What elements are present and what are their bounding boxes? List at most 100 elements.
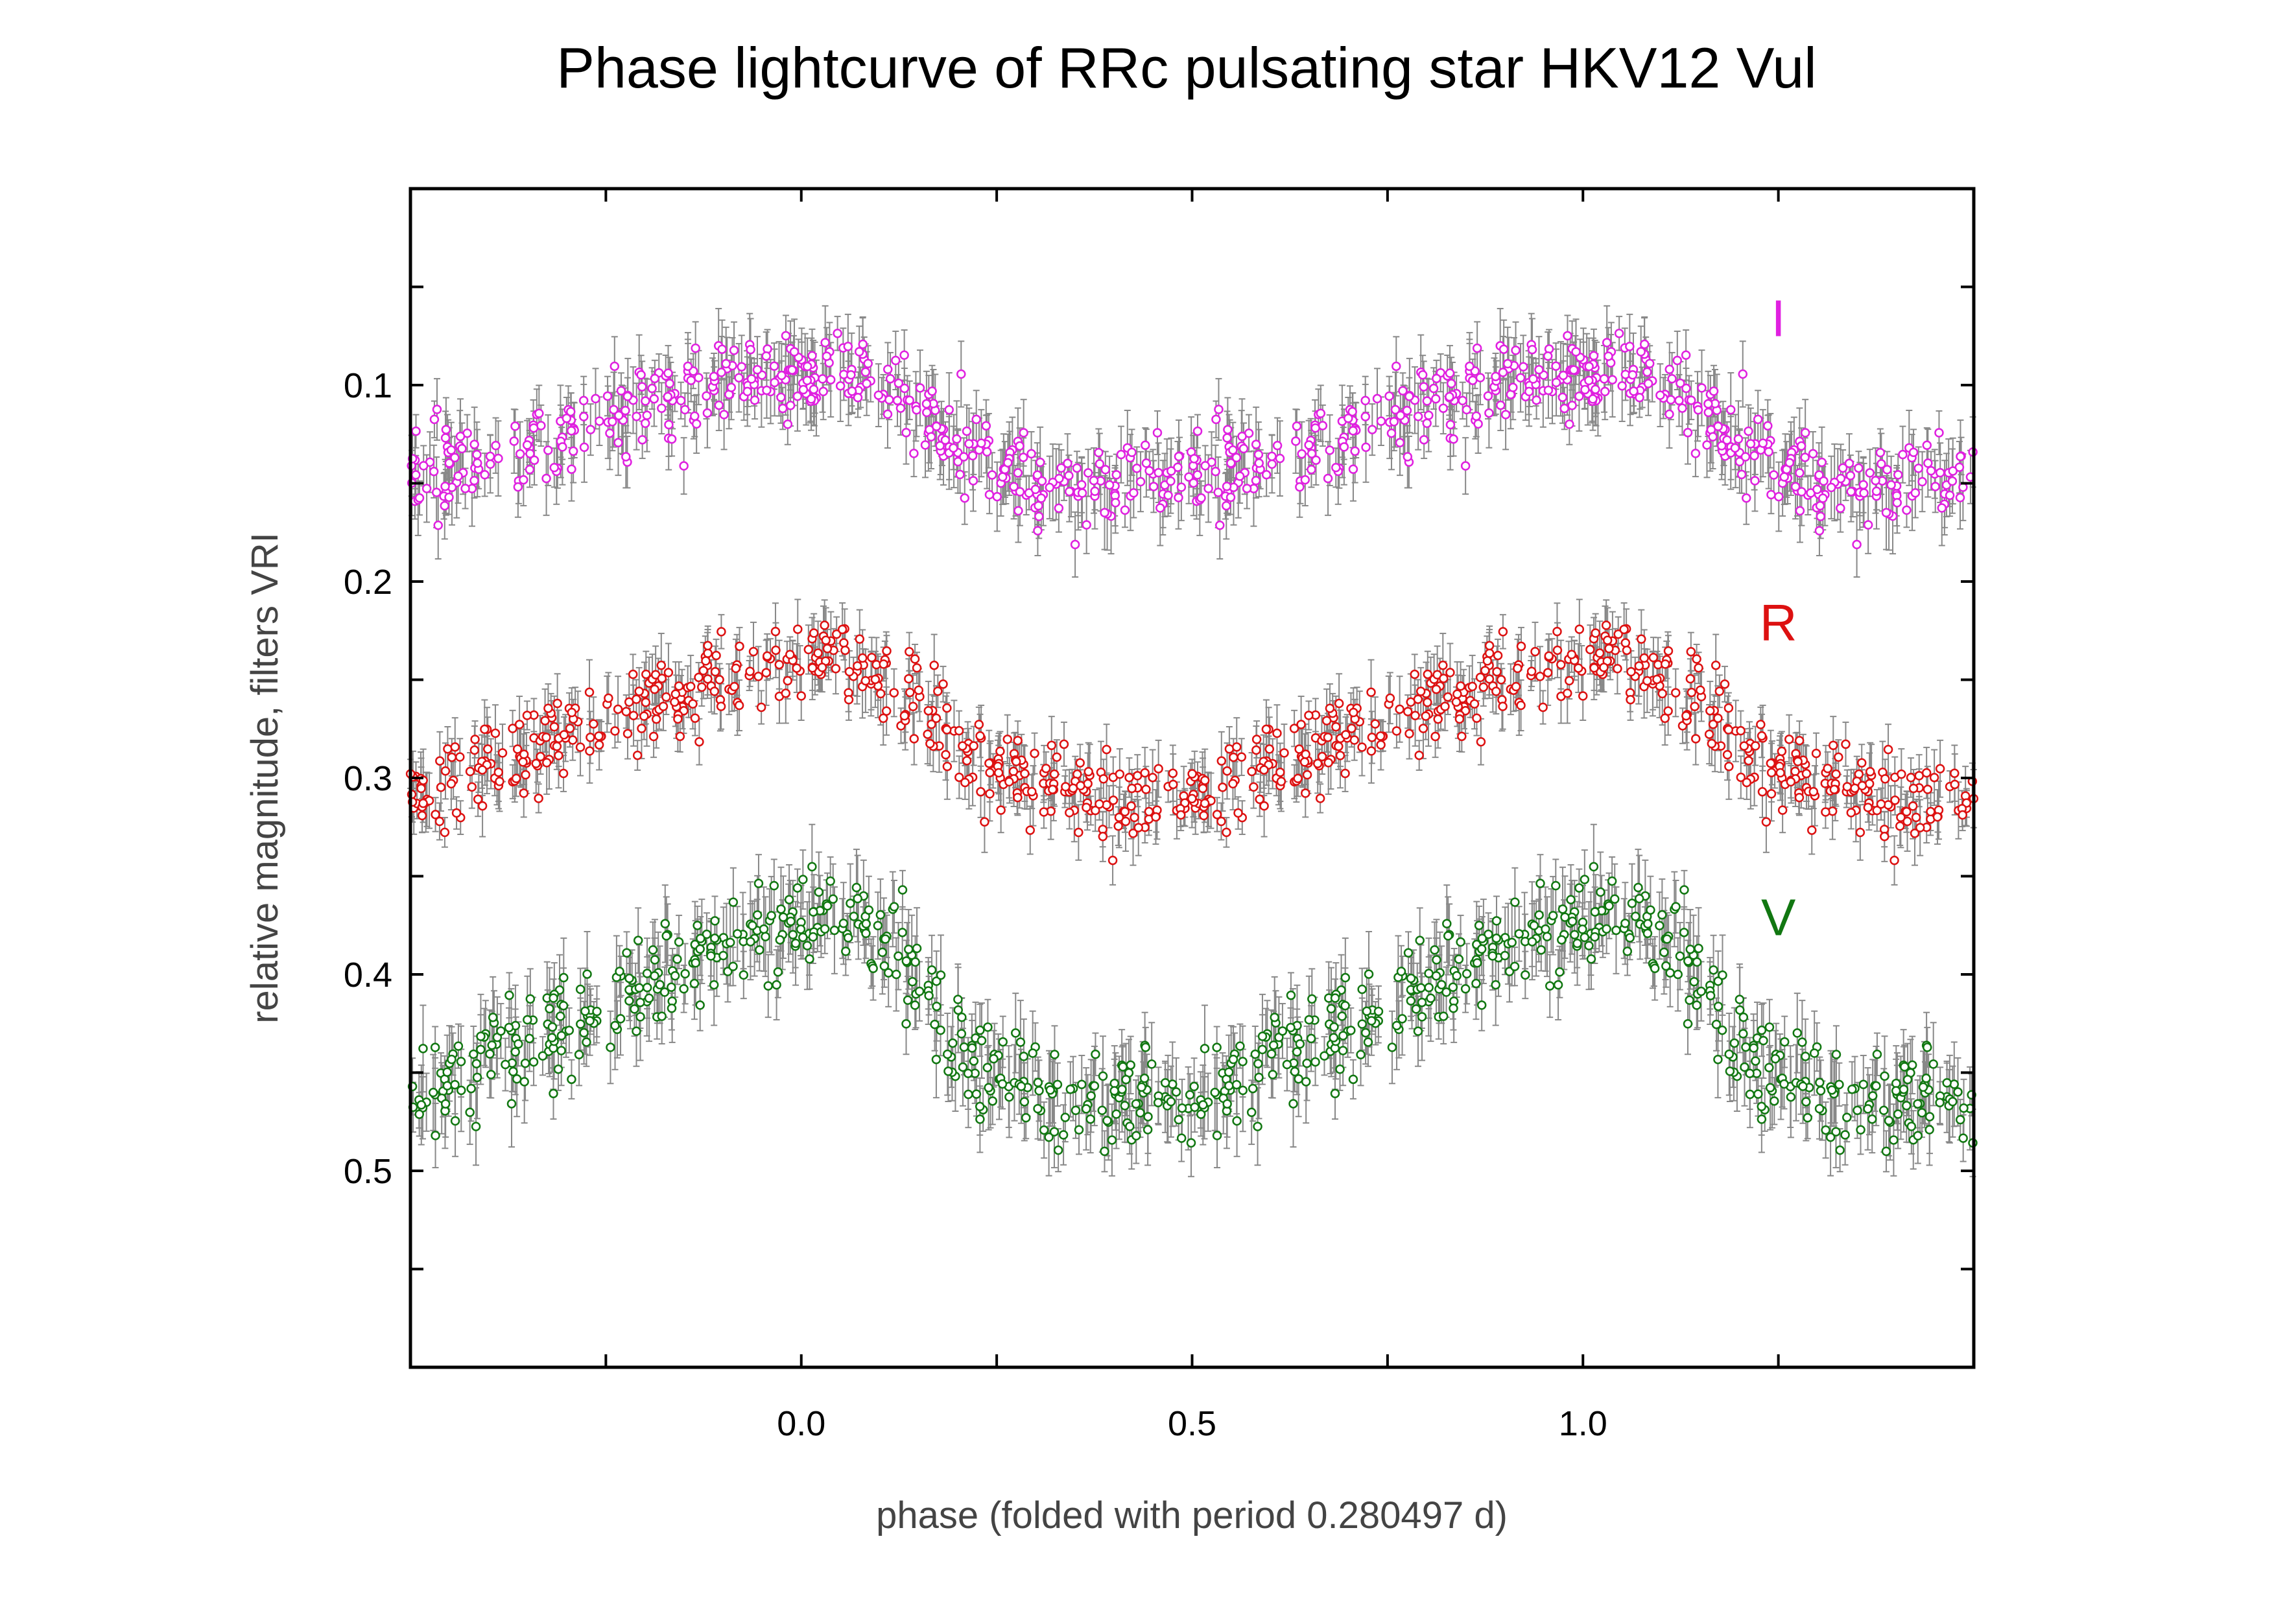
data-point: [1132, 464, 1142, 473]
data-point: [1922, 440, 1932, 451]
data-point: [949, 443, 958, 453]
data-point: [807, 351, 817, 361]
data-point: [1871, 476, 1880, 486]
data-point: [469, 440, 479, 449]
data-point: [1639, 339, 1650, 349]
data-point: [1588, 394, 1598, 404]
data-point: [1836, 503, 1845, 513]
data-point: [944, 405, 954, 415]
data-point: [787, 365, 797, 375]
data-point: [1742, 493, 1751, 503]
data-point: [1681, 350, 1691, 360]
data-point: [1431, 394, 1441, 404]
data-point: [586, 425, 596, 434]
data-point: [818, 374, 827, 384]
data-point: [1036, 493, 1047, 503]
data-point: [558, 442, 567, 452]
data-point: [891, 355, 901, 366]
data-point: [686, 375, 696, 385]
data-point: [1072, 463, 1082, 473]
data-point: [450, 453, 460, 463]
data-point: [1908, 447, 1919, 457]
data-point: [1235, 471, 1245, 481]
data-point: [1300, 475, 1310, 485]
data-point: [1275, 453, 1285, 464]
data-point: [1852, 539, 1862, 550]
series-I: I: [407, 289, 1978, 578]
data-point: [1254, 458, 1264, 468]
data-point: [873, 390, 884, 400]
data-point: [683, 361, 693, 371]
data-point: [1033, 526, 1043, 535]
data-point: [534, 408, 544, 418]
data-point: [1384, 391, 1394, 401]
data-point: [664, 419, 674, 430]
data-point: [1667, 373, 1677, 384]
data-point: [1500, 410, 1511, 419]
data-point: [1386, 428, 1397, 438]
data-point: [1034, 512, 1044, 521]
data-point: [1774, 491, 1784, 502]
data-point: [1515, 373, 1526, 383]
data-point: [1730, 443, 1740, 453]
data-point: [513, 482, 523, 492]
data-point: [1584, 375, 1594, 386]
data-point: [1292, 421, 1302, 431]
data-point: [1076, 480, 1087, 490]
data-point: [1019, 428, 1028, 438]
data-point: [429, 414, 440, 425]
data-point: [1174, 493, 1183, 502]
data-point: [1422, 418, 1432, 429]
data-point: [1222, 433, 1232, 443]
data-point: [789, 347, 799, 357]
data-point: [622, 392, 633, 401]
data-point: [1845, 471, 1856, 480]
data-point: [1272, 440, 1283, 451]
data-point: [1026, 449, 1036, 459]
data-point: [1676, 378, 1685, 388]
data-point: [798, 384, 809, 395]
data-point: [1223, 425, 1233, 434]
data-point: [1935, 467, 1945, 478]
data-point: [1100, 508, 1109, 517]
data-point: [962, 426, 972, 436]
data-point: [1947, 476, 1958, 486]
data-point: [1565, 419, 1574, 429]
data-point: [1744, 426, 1753, 436]
data-point: [1955, 493, 1965, 502]
data-point: [1902, 505, 1912, 515]
data-point: [921, 399, 932, 409]
data-point: [717, 344, 727, 354]
data-point: [636, 370, 646, 380]
data-point: [519, 475, 528, 485]
data-point: [1438, 403, 1449, 413]
data-point: [1664, 409, 1674, 419]
data-point: [1037, 476, 1047, 486]
data-point: [1331, 463, 1341, 473]
data-point: [640, 418, 650, 429]
data-point: [411, 426, 421, 436]
data-point: [1591, 384, 1600, 394]
data-point: [863, 359, 873, 368]
data-point: [702, 408, 713, 418]
data-point: [1763, 421, 1773, 431]
data-point: [1184, 472, 1194, 482]
data-point: [509, 436, 519, 446]
data-point: [1677, 403, 1687, 413]
data-point: [1473, 419, 1483, 429]
data-point: [1253, 449, 1264, 460]
data-point: [444, 458, 455, 468]
data-point: [1709, 386, 1719, 396]
data-point: [1672, 355, 1683, 366]
data-point: [1311, 455, 1321, 465]
data-point: [1417, 370, 1428, 380]
data-point: [792, 392, 803, 401]
data-point: [663, 368, 673, 378]
data-point: [1141, 440, 1150, 451]
data-point: [1304, 440, 1314, 450]
data-point: [1629, 386, 1639, 396]
data-point: [1013, 468, 1023, 478]
data-point: [1077, 488, 1087, 498]
data-point: [515, 449, 525, 459]
data-point: [1543, 385, 1554, 395]
